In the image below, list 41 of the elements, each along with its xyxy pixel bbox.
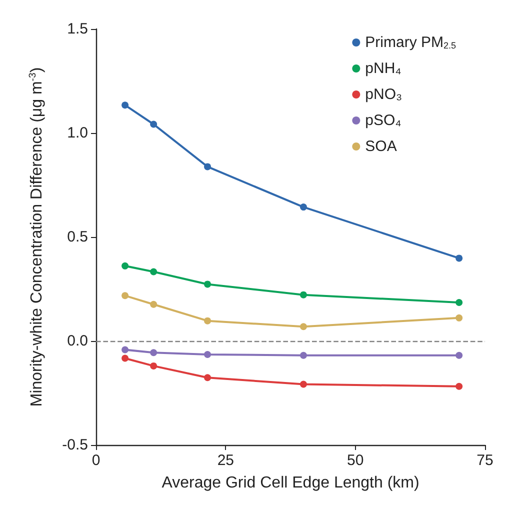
point: [300, 352, 307, 359]
point: [150, 300, 158, 308]
point: [300, 204, 307, 211]
point: [122, 354, 129, 362]
point: [122, 346, 129, 354]
point: [204, 280, 212, 288]
legend-label: SOA: [365, 138, 397, 155]
legend-label: pSO₄: [365, 112, 402, 129]
point: [456, 299, 463, 306]
x-axis-title: Average Grid Cell Edge Length (km): [162, 474, 420, 492]
x-tick-label: 75: [476, 452, 494, 469]
legend-label: pNO₃: [365, 86, 402, 103]
point: [122, 262, 129, 270]
point: [456, 254, 463, 262]
y-axis-title: Minority-white Concentration Difference (μg m-3): [28, 67, 46, 407]
y-tick-label: 1.0: [67, 124, 88, 142]
point: [204, 317, 212, 324]
point: [204, 374, 212, 382]
point: [456, 352, 463, 359]
x-tick-label: 50: [346, 452, 364, 469]
x-tick-label: 0: [92, 452, 100, 469]
legend-label: pNH₄: [365, 60, 402, 77]
point: [300, 291, 307, 298]
point: [456, 314, 463, 322]
point: [122, 292, 129, 300]
point: [150, 268, 158, 276]
point: [150, 120, 158, 128]
point: [456, 382, 463, 390]
point: [300, 380, 307, 388]
y-tick-label: 1.5: [67, 20, 88, 38]
point: [122, 102, 129, 109]
legend-label: Primary PM2.5: [365, 34, 456, 51]
point: [150, 349, 158, 356]
point: [300, 323, 307, 330]
x-tick-label: 25: [217, 452, 234, 469]
point: [150, 362, 158, 370]
y-tick-label: -0.5: [62, 436, 88, 454]
y-tick-label: 0.0: [67, 332, 88, 350]
y-tick-label: 0.5: [67, 228, 88, 246]
point: [204, 163, 212, 170]
point: [204, 351, 212, 358]
